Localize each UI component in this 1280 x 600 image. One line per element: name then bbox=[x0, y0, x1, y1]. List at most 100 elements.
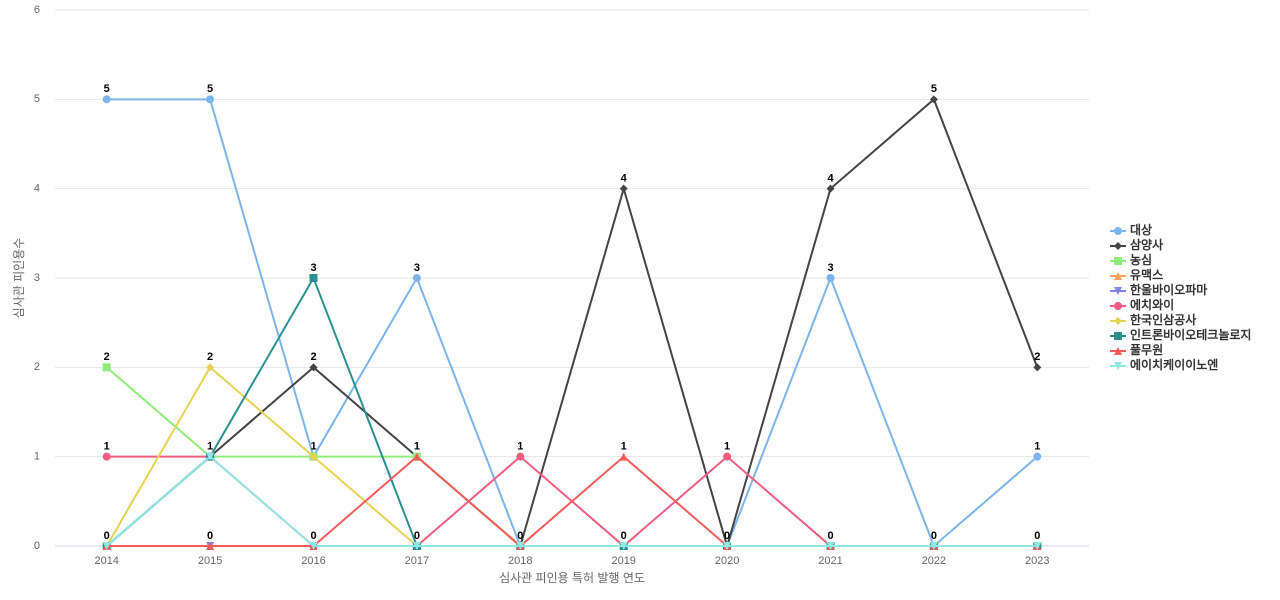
marker bbox=[619, 452, 628, 461]
series bbox=[102, 452, 1042, 550]
marker bbox=[412, 542, 421, 550]
data-label: 1 bbox=[1034, 441, 1040, 453]
x-tick-label: 2018 bbox=[508, 555, 532, 567]
y-tick-label: 4 bbox=[34, 183, 40, 195]
legend-label: 한울바이오파마 bbox=[1130, 282, 1207, 297]
data-label: 3 bbox=[414, 262, 420, 274]
marker bbox=[1114, 362, 1122, 370]
marker bbox=[723, 542, 732, 550]
marker bbox=[309, 452, 318, 461]
marker bbox=[206, 363, 215, 372]
marker bbox=[1114, 287, 1122, 295]
marker bbox=[102, 363, 111, 372]
y-tick-label: 5 bbox=[34, 93, 40, 105]
y-tick-label: 3 bbox=[34, 272, 40, 284]
marker bbox=[412, 274, 421, 282]
data-label: 0 bbox=[724, 530, 730, 542]
series-line bbox=[106, 275, 1038, 547]
marker bbox=[206, 542, 215, 550]
series bbox=[102, 95, 1042, 550]
marker bbox=[516, 542, 525, 550]
marker bbox=[102, 95, 111, 104]
data-label: 2 bbox=[310, 351, 316, 363]
x-tick-label: 2021 bbox=[818, 555, 842, 567]
data-label: 3 bbox=[827, 262, 833, 274]
data-label: 0 bbox=[621, 530, 627, 542]
data-label: 1 bbox=[414, 441, 420, 453]
marker bbox=[826, 184, 835, 193]
legend-label: 한국인삼공사 bbox=[1130, 312, 1196, 327]
data-label: 3 bbox=[310, 262, 316, 274]
data-label: 4 bbox=[827, 173, 834, 185]
marker bbox=[1114, 302, 1122, 310]
marker bbox=[102, 542, 111, 550]
series-line bbox=[106, 98, 1038, 548]
y-tick-label: 0 bbox=[34, 540, 40, 552]
legend-label: 에치와이 bbox=[1130, 297, 1174, 312]
data-label: 2 bbox=[207, 351, 213, 363]
marker bbox=[1114, 347, 1122, 355]
legend-label: 삼양사 bbox=[1130, 237, 1163, 252]
marker bbox=[619, 542, 628, 550]
marker bbox=[826, 274, 835, 282]
y-tick-label: 6 bbox=[34, 4, 40, 16]
series bbox=[102, 95, 1042, 550]
data-label: 0 bbox=[827, 530, 833, 542]
data-label: 1 bbox=[724, 441, 730, 453]
marker bbox=[309, 363, 318, 372]
marker bbox=[412, 452, 421, 461]
x-tick-label: 2019 bbox=[611, 555, 635, 567]
series bbox=[102, 274, 1042, 550]
series-line bbox=[106, 97, 1039, 550]
x-tick-label: 2023 bbox=[1025, 555, 1049, 567]
marker bbox=[206, 452, 215, 461]
data-label: 2 bbox=[1034, 351, 1040, 363]
data-label: 1 bbox=[104, 441, 110, 453]
data-label: 0 bbox=[414, 530, 420, 542]
data-label: 4 bbox=[621, 173, 628, 185]
data-label: 5 bbox=[931, 83, 937, 95]
marker bbox=[1114, 242, 1122, 250]
data-label: 1 bbox=[207, 441, 213, 453]
marker bbox=[309, 542, 318, 550]
marker bbox=[1114, 257, 1122, 265]
y-axis-title: 심사관 피인용수 bbox=[12, 238, 26, 319]
data-label: 0 bbox=[310, 530, 316, 542]
marker bbox=[102, 452, 111, 461]
marker bbox=[1033, 363, 1042, 372]
x-tick-label: 2016 bbox=[301, 555, 325, 567]
data-label: 0 bbox=[517, 530, 523, 542]
marker bbox=[723, 452, 732, 461]
marker bbox=[516, 452, 525, 461]
legend-label: 풀무원 bbox=[1130, 342, 1163, 357]
series bbox=[102, 452, 1042, 550]
marker bbox=[1114, 272, 1122, 280]
marker bbox=[929, 542, 938, 550]
marker bbox=[619, 184, 628, 193]
legend-label: 대상 bbox=[1130, 222, 1152, 237]
marker bbox=[309, 274, 318, 282]
legend-label: 에이치케이이노엔 bbox=[1130, 357, 1218, 372]
marker bbox=[1114, 332, 1122, 340]
marker bbox=[1114, 317, 1122, 325]
data-label: 5 bbox=[104, 83, 110, 95]
x-tick-label: 2015 bbox=[198, 555, 222, 567]
data-label: 1 bbox=[621, 441, 627, 453]
x-tick-label: 2014 bbox=[94, 555, 118, 567]
legend-label: 농심 bbox=[1130, 252, 1152, 267]
x-tick-label: 2017 bbox=[405, 555, 429, 567]
marker bbox=[826, 542, 835, 550]
legend-label: 유맥스 bbox=[1130, 267, 1163, 282]
x-tick-label: 2022 bbox=[922, 555, 946, 567]
data-label: 2 bbox=[104, 351, 110, 363]
data-label: 0 bbox=[931, 530, 937, 542]
data-label: 0 bbox=[1034, 530, 1040, 542]
marker bbox=[1033, 452, 1042, 461]
x-tick-label: 2020 bbox=[715, 555, 739, 567]
marker bbox=[1033, 542, 1042, 550]
x-axis-title: 심사관 피인용 특허 발행 연도 bbox=[499, 570, 645, 585]
marker bbox=[206, 95, 215, 104]
marker bbox=[929, 95, 938, 104]
data-label: 0 bbox=[207, 530, 213, 542]
